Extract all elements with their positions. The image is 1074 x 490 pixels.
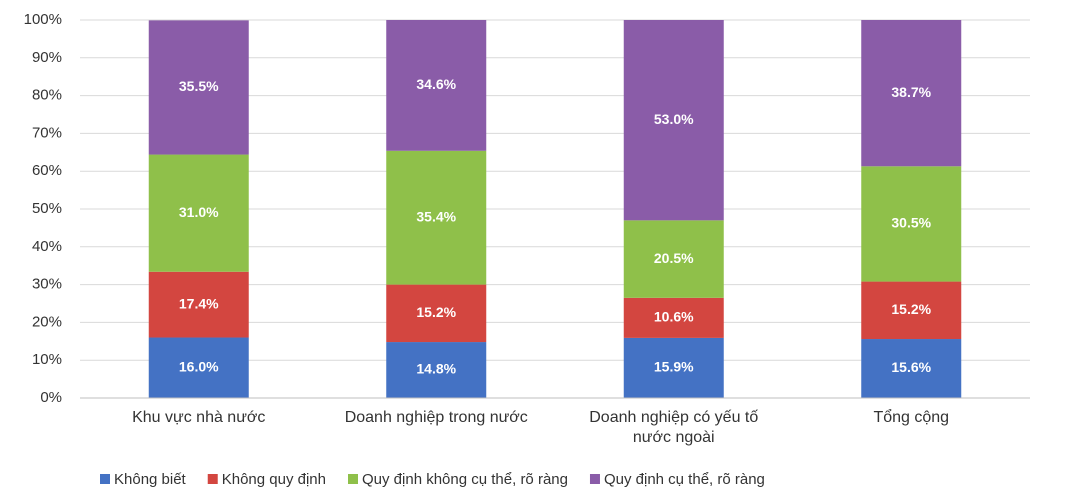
data-label: 15.9% bbox=[654, 359, 694, 375]
data-label: 20.5% bbox=[654, 250, 694, 266]
legend-label: Quy định không cụ thể, rõ ràng bbox=[362, 471, 568, 488]
data-label: 10.6% bbox=[654, 309, 694, 325]
y-tick-label: 30% bbox=[32, 276, 62, 293]
y-tick-label: 20% bbox=[32, 313, 62, 330]
y-tick-label: 50% bbox=[32, 200, 62, 217]
data-label: 34.6% bbox=[416, 76, 456, 92]
data-label: 35.5% bbox=[179, 78, 219, 94]
bar-segment bbox=[148, 271, 249, 338]
legend-label: Không quy định bbox=[222, 471, 326, 488]
bar-segment bbox=[861, 339, 962, 398]
bar-segment bbox=[386, 150, 487, 285]
bar-segment bbox=[148, 154, 249, 272]
bar-segment bbox=[148, 337, 249, 398]
bar-segment bbox=[148, 20, 249, 155]
data-label: 35.4% bbox=[416, 208, 456, 224]
y-tick-label: 70% bbox=[32, 124, 62, 141]
bar-segment bbox=[386, 342, 487, 398]
data-label: 15.2% bbox=[416, 304, 456, 320]
y-tick-label: 10% bbox=[32, 351, 62, 368]
data-label: 53.0% bbox=[654, 111, 694, 127]
bar-segment bbox=[861, 166, 962, 282]
bar-segment bbox=[861, 20, 962, 167]
data-label: 16.0% bbox=[179, 358, 219, 374]
y-tick-label: 100% bbox=[24, 11, 62, 28]
y-tick-label: 0% bbox=[40, 389, 62, 406]
data-label: 14.8% bbox=[416, 361, 456, 377]
data-label: 15.6% bbox=[891, 359, 931, 375]
legend-swatch bbox=[100, 474, 110, 484]
x-label-box: Doanh nghiệp trong nước bbox=[344, 409, 528, 426]
legend-label: Không biết bbox=[114, 471, 187, 488]
data-label: 30.5% bbox=[891, 215, 931, 231]
legend-label: Quy định cụ thể, rõ ràng bbox=[604, 471, 765, 488]
data-label: 31.0% bbox=[179, 204, 219, 220]
x-tick-label: Doanh nghiệp trong nước bbox=[344, 409, 528, 426]
bar-segment bbox=[623, 220, 724, 298]
data-label: 17.4% bbox=[179, 295, 219, 311]
y-tick-label: 80% bbox=[32, 87, 62, 104]
legend-swatch bbox=[348, 474, 358, 484]
legend-swatch bbox=[589, 474, 600, 484]
data-label: 38.7% bbox=[891, 84, 931, 100]
bar-segment bbox=[623, 297, 724, 338]
bar-segment bbox=[386, 20, 487, 151]
bar-segment bbox=[623, 337, 724, 398]
bar-segment bbox=[861, 281, 962, 340]
x-label-box: Tổng cộng bbox=[873, 409, 950, 426]
bar-segment bbox=[386, 284, 487, 343]
x-label-box: Doanh nghiệp có yếu tố nước ngoài bbox=[589, 409, 759, 446]
legend-swatch bbox=[207, 474, 218, 484]
x-tick-label: Doanh nghiệp có yếu tố nước ngoài bbox=[589, 409, 759, 446]
y-tick-label: 90% bbox=[32, 49, 62, 66]
x-tick-label: Tổng cộng bbox=[873, 409, 950, 426]
data-label: 15.2% bbox=[891, 301, 931, 317]
bar-segment bbox=[623, 20, 724, 221]
y-tick-label: 40% bbox=[32, 238, 62, 255]
x-tick-label: Khu vực nhà nước bbox=[132, 409, 266, 426]
x-label-box: Khu vực nhà nước bbox=[132, 409, 266, 426]
y-tick-label: 60% bbox=[32, 162, 62, 179]
